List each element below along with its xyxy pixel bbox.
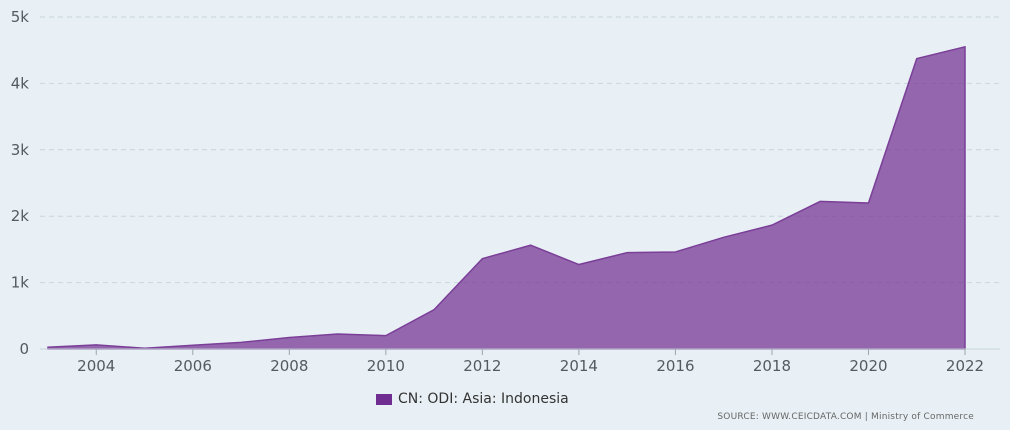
y-tick-label: 4k (11, 74, 30, 92)
x-tick-label: 2014 (560, 357, 598, 375)
data-point-2010[interactable] (383, 333, 389, 339)
x-tick-label: 2016 (656, 357, 694, 375)
data-point-2015[interactable] (624, 250, 630, 256)
data-point-2004[interactable] (93, 342, 99, 348)
y-tick-label: 2k (11, 207, 30, 225)
x-tick-label: 2010 (367, 357, 405, 375)
y-tick-label: 3k (11, 141, 30, 159)
data-point-2019[interactable] (817, 198, 823, 204)
x-tick-label: 2006 (174, 357, 212, 375)
data-point-2005[interactable] (142, 345, 148, 351)
x-tick-label: 2012 (463, 357, 501, 375)
y-tick-label: 1k (11, 274, 30, 292)
data-point-2017[interactable] (721, 234, 727, 240)
x-tick-label: 2004 (77, 357, 115, 375)
data-point-2014[interactable] (576, 262, 582, 268)
y-tick-label: 0 (19, 340, 29, 358)
data-point-2016[interactable] (672, 249, 678, 255)
data-point-2020[interactable] (865, 200, 871, 206)
series-area-indonesia[interactable] (47, 45, 966, 350)
x-tick-label: 2022 (946, 357, 984, 375)
data-point-2012[interactable] (479, 256, 485, 262)
legend-label: CN: ODI: Asia: Indonesia (398, 391, 569, 407)
x-tick-label: 2008 (270, 357, 308, 375)
legend[interactable]: CN: ODI: Asia: Indonesia (376, 391, 569, 407)
legend-swatch (376, 393, 392, 405)
data-point-2006[interactable] (190, 342, 196, 348)
y-tick-label: 5k (11, 8, 30, 26)
data-point-2013[interactable] (528, 242, 534, 248)
series-area-layer (47, 44, 968, 351)
data-point-2021[interactable] (914, 56, 920, 62)
data-point-2011[interactable] (431, 307, 437, 313)
data-point-2007[interactable] (238, 339, 244, 345)
data-point-2022[interactable] (962, 44, 968, 50)
source-note: SOURCE: WWW.CEICDATA.COM | Ministry of C… (717, 412, 974, 422)
axis-layer: 0 1k 2k 3k 4k 5k 2004 2006 2008 2010 2012 2014 2016 2… (11, 8, 1000, 375)
data-point-2009[interactable] (335, 331, 341, 337)
data-point-2018[interactable] (769, 222, 775, 228)
data-point-2008[interactable] (286, 334, 292, 340)
x-tick-label: 2018 (753, 357, 791, 375)
x-tick-label: 2020 (849, 357, 887, 375)
